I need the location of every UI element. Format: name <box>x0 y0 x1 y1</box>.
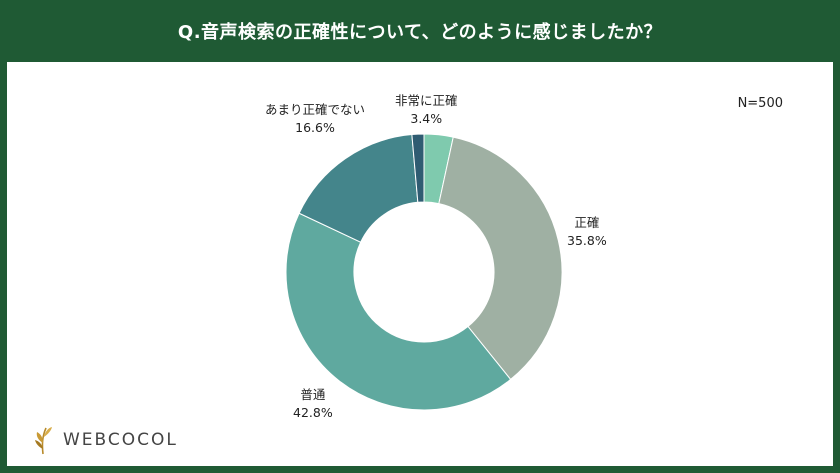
wheat-logo-icon <box>35 427 52 455</box>
chart-panel: N=500 非常に正確 3.4% 正確 35.8% 普通 42.8% あまり正確… <box>7 62 833 466</box>
donut-slice-5 <box>411 133 425 203</box>
donut-chart <box>285 133 563 411</box>
brand-name: WEBCOCOL <box>63 430 178 450</box>
label-very-accurate: 非常に正確 3.4% <box>395 92 458 128</box>
donut-slice-3 <box>285 212 512 411</box>
label-accurate-pct: 35.8% <box>567 233 607 248</box>
label-not-very-accurate-name: あまり正確でない <box>265 102 366 117</box>
label-not-very-accurate: あまり正確でない 16.6% <box>265 101 365 137</box>
label-not-very-accurate-pct: 16.6% <box>295 120 335 135</box>
label-normal-name: 普通 <box>300 387 326 402</box>
label-accurate: 正確 35.8% <box>567 214 607 250</box>
label-normal-pct: 42.8% <box>293 405 333 420</box>
brand-logo: WEBCOCOL <box>33 425 178 455</box>
question-title: Q.音声検索の正確性について、どのように感じましたか？ <box>177 22 663 43</box>
label-normal: 普通 42.8% <box>293 386 333 422</box>
sample-size: N=500 <box>737 96 783 111</box>
label-very-accurate-name: 非常に正確 <box>395 93 458 108</box>
label-accurate-name: 正確 <box>574 215 600 230</box>
donut-slice-2 <box>438 136 563 381</box>
label-very-accurate-pct: 3.4% <box>410 111 443 126</box>
